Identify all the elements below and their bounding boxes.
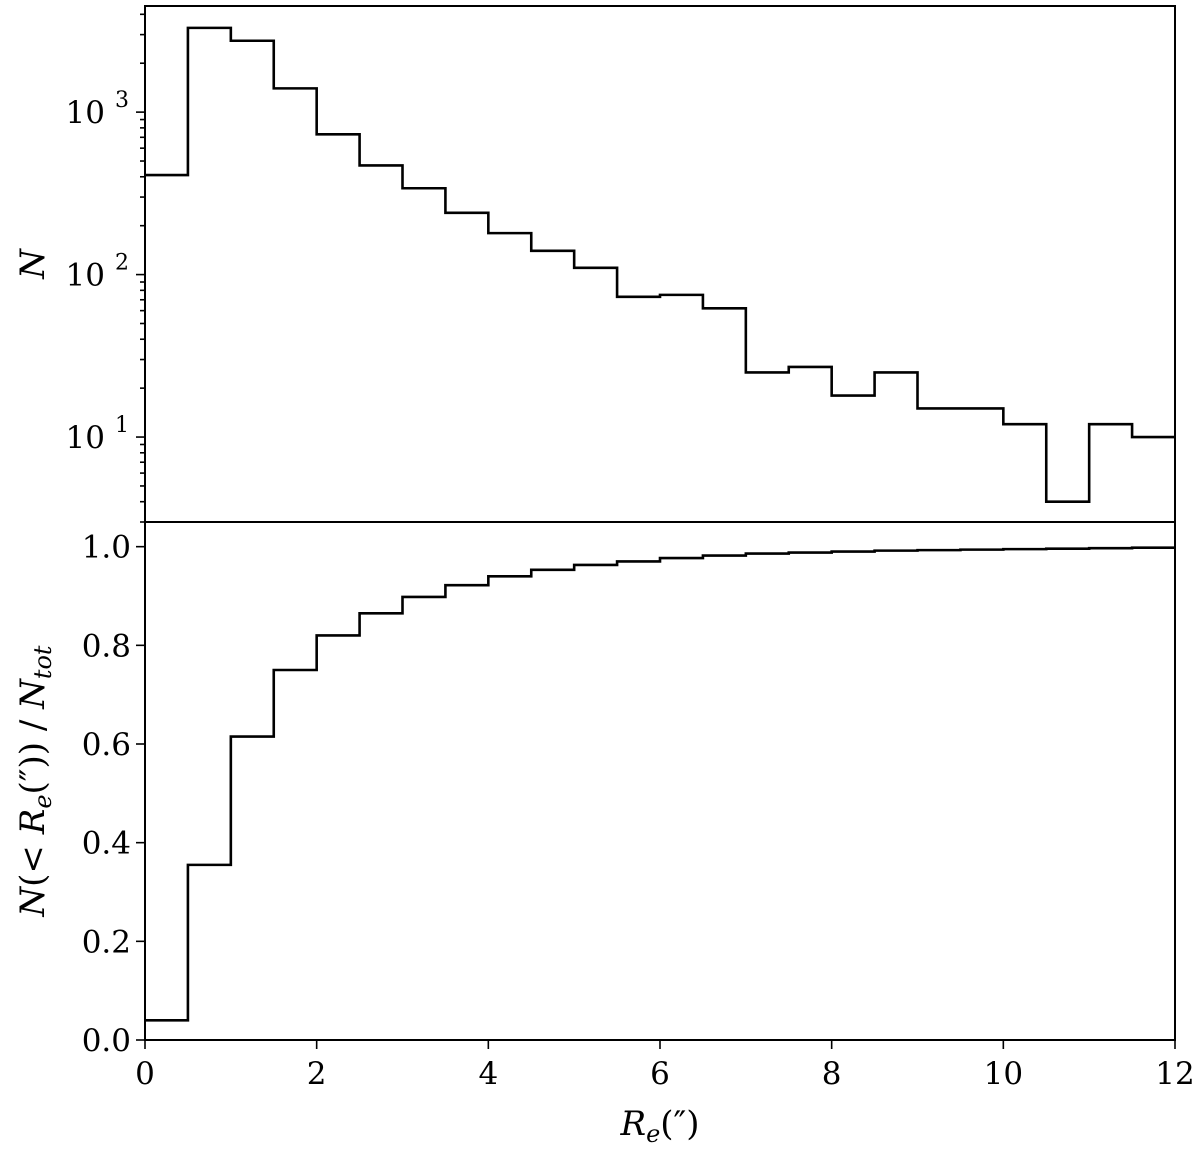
y-tick-label: 10 [66, 420, 105, 456]
bottom-y-tick-labels: 0.0 0.2 0.4 0.6 0.8 1.0 [82, 530, 131, 1059]
y-tick-label: 0.4 [82, 826, 131, 862]
x-tick-label: 10 [984, 1056, 1023, 1092]
top-panel-histogram: 10 1 10 2 10 3 N [13, 5, 1176, 523]
y-tick-label: 0.6 [82, 727, 131, 763]
top-panel-frame [144, 5, 1176, 523]
top-y-axis-label: N [13, 248, 53, 280]
bottom-panel-cumulative: 0.0 0.2 0.4 0.6 0.8 1.0 0 2 4 6 8 10 12 N(< Re(″)) … [13, 521, 1195, 1148]
bottom-axis-ticks [136, 545, 1176, 1049]
bottom-panel-frame [144, 521, 1176, 1041]
y-tick-label: 10 [66, 258, 105, 294]
y-tick-label: 0.8 [82, 628, 131, 664]
bottom-y-axis-label: N(< Re(″)) / Ntot [13, 645, 57, 918]
y-tick-label: 0.0 [82, 1023, 131, 1059]
top-y-tick-labels: 10 1 10 2 10 3 [66, 88, 129, 456]
y-tick-label: 10 [66, 95, 105, 131]
top-y-ticks [136, 13, 145, 523]
x-tick-label: 4 [478, 1056, 498, 1092]
x-tick-label: 0 [135, 1056, 155, 1092]
top-histogram-step-line [145, 26, 1175, 504]
y-tick-exponent: 2 [115, 251, 129, 276]
x-axis-label: Re(″) [619, 1104, 699, 1148]
cumulative-step-line [145, 546, 1175, 1022]
x-tick-label: 6 [650, 1056, 670, 1092]
y-tick-label: 1.0 [82, 530, 131, 566]
y-tick-exponent: 1 [115, 413, 129, 438]
y-tick-exponent: 3 [115, 88, 129, 113]
x-tick-label: 2 [307, 1056, 327, 1092]
x-tick-label: 8 [822, 1056, 842, 1092]
y-tick-label: 0.2 [82, 924, 131, 960]
x-tick-labels: 0 2 4 6 8 10 12 [135, 1056, 1195, 1092]
x-tick-label: 12 [1155, 1056, 1194, 1092]
